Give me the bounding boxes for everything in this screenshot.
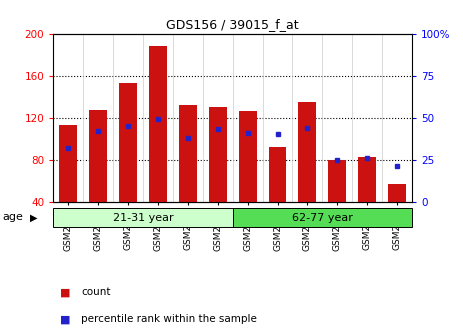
Bar [238,111,257,202]
Text: count: count [81,287,111,297]
Bar [232,208,412,227]
Text: age: age [2,212,23,222]
Text: percentile rank within the sample: percentile rank within the sample [81,314,257,324]
Title: GDS156 / 39015_f_at: GDS156 / 39015_f_at [166,18,299,31]
Bar [53,208,232,227]
Bar [179,105,197,202]
Text: ▶: ▶ [30,212,38,222]
Bar [328,160,346,202]
Bar [89,110,107,202]
Text: 21-31 year: 21-31 year [113,213,173,222]
Text: ■: ■ [60,314,71,324]
Bar [299,102,316,202]
Bar [149,46,167,202]
Bar [119,83,137,202]
Bar [388,184,406,202]
Text: ■: ■ [60,287,71,297]
Bar [269,147,287,202]
Bar [59,125,77,202]
Bar [209,107,227,202]
Text: 62-77 year: 62-77 year [292,213,353,222]
Bar [358,158,376,202]
